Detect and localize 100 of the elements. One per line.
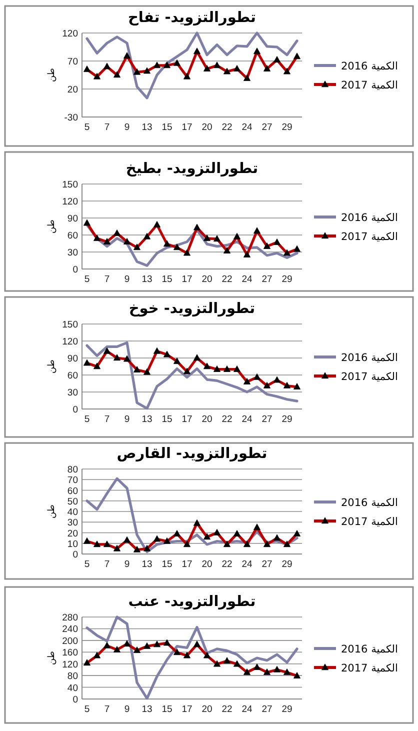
x-tick-label: 13 (142, 414, 152, 425)
x-tick-label: 7 (104, 559, 110, 570)
x-tick-label: 13 (142, 704, 152, 715)
legend-label: الكمية 2016 (341, 212, 398, 224)
line-series (86, 32, 298, 100)
y-axis-title: طن (47, 219, 57, 234)
x-tick-label: 9 (124, 274, 130, 285)
legend-label: الكمية 2016 (341, 497, 398, 509)
chart-title: تطورالتزويد- عنب (128, 594, 256, 610)
x-tick-label: 22 (222, 559, 232, 570)
x-tick-label: 13 (142, 559, 152, 570)
y-tick-label: 200 (62, 636, 78, 647)
x-tick-label: 24 (242, 414, 252, 425)
x-tick-label: 5 (84, 559, 90, 570)
x-tick-label: 22 (222, 414, 232, 425)
x-tick-label: 5 (84, 414, 90, 425)
y-tick-label: 30 (67, 248, 78, 258)
x-tick-label: 17 (182, 559, 192, 570)
x-tick-label: 15 (162, 122, 172, 133)
x-tick-label: 24 (242, 122, 252, 133)
y-axis-title: طن (47, 504, 57, 519)
chart-title: تطورالتزويد- تفاح (128, 10, 256, 26)
y-tick-label: 40 (67, 507, 78, 518)
y-tick-label: 120 (62, 659, 78, 670)
x-tick-label: 13 (142, 274, 152, 285)
y-tick-label: 80 (67, 464, 78, 476)
x-tick-label: 22 (222, 122, 232, 133)
y-tick-label: 70 (67, 56, 78, 68)
x-tick-label: 9 (124, 559, 130, 570)
x-tick-label: 9 (124, 414, 130, 425)
y-tick-label: 120 (62, 336, 78, 348)
x-tick-label: 24 (242, 274, 252, 285)
x-tick-label: 7 (104, 704, 110, 715)
y-tick-label: 80 (67, 671, 78, 682)
legend-label: الكمية 2017 (341, 371, 398, 383)
chart-title: تطورالتزويد- بطيخ (126, 161, 258, 177)
legend-label: الكمية 2017 (341, 231, 398, 243)
x-tick-label: 27 (262, 704, 272, 715)
y-axis-title: طن (47, 650, 57, 666)
x-tick-label: 15 (162, 704, 172, 715)
x-tick-label: 7 (104, 414, 110, 425)
x-tick-label: 24 (242, 704, 252, 715)
x-tick-label: 5 (84, 122, 90, 133)
y-tick-label: 40 (67, 682, 78, 694)
x-tick-label: 20 (202, 559, 212, 570)
y-tick-label: 20 (67, 84, 78, 96)
x-tick-label: 5 (84, 704, 90, 715)
y-tick-label: 60 (67, 370, 78, 382)
y-tick-label: 150 (62, 180, 78, 190)
y-tick-label: 50 (67, 496, 78, 508)
x-tick-label: 9 (124, 704, 130, 715)
x-tick-label: 20 (202, 704, 212, 715)
x-tick-label: 24 (242, 559, 252, 570)
line-series (86, 341, 298, 410)
y-tick-label: 160 (62, 648, 78, 659)
chart-title: تطورالتزويد- خوخ (128, 301, 256, 317)
y-tick-label: 120 (62, 28, 78, 40)
y-tick-label: 60 (67, 230, 78, 242)
x-tick-label: 17 (182, 274, 192, 285)
x-tick-label: 15 (162, 414, 172, 425)
y-tick-label: 0 (72, 264, 78, 276)
x-tick-label: 27 (262, 559, 272, 570)
x-tick-label: 27 (262, 274, 272, 285)
x-tick-label: 22 (222, 704, 232, 715)
x-tick-label: 9 (124, 122, 130, 133)
y-tick-label: 90 (67, 354, 78, 364)
x-tick-label: 17 (182, 704, 192, 715)
legend-label: الكمية 2016 (341, 352, 398, 364)
y-axis-title: طن (47, 359, 57, 374)
x-tick-label: 27 (262, 414, 272, 425)
x-tick-label: 17 (182, 122, 192, 133)
y-tick-label: 90 (67, 214, 78, 224)
x-tick-label: 27 (262, 122, 272, 133)
y-axis-title: طن (47, 68, 57, 82)
x-tick-label: 20 (202, 274, 212, 285)
x-tick-label: 29 (282, 122, 292, 133)
x-tick-label: 29 (282, 559, 292, 570)
x-tick-label: 15 (162, 559, 172, 570)
y-tick-label: 20 (67, 528, 78, 540)
legend-label: الكمية 2017 (341, 80, 398, 92)
legend-label: الكمية 2017 (341, 516, 398, 528)
x-tick-label: 20 (202, 414, 212, 425)
x-tick-label: 29 (282, 704, 292, 715)
line-series (86, 616, 298, 700)
x-tick-label: 13 (142, 122, 152, 133)
x-tick-label: 29 (282, 274, 292, 285)
x-tick-label: 7 (104, 122, 110, 133)
y-tick-label: 30 (67, 388, 78, 398)
y-tick-label: 240 (62, 624, 78, 636)
y-tick-label: 120 (62, 196, 78, 208)
y-tick-label: 60 (67, 486, 78, 497)
y-tick-label: 0 (72, 694, 78, 706)
y-tick-label: 0 (72, 404, 78, 416)
legend-label: الكمية 2017 (341, 662, 398, 674)
y-tick-label: -30 (64, 112, 78, 124)
x-tick-label: 7 (104, 274, 110, 285)
x-tick-label: 5 (84, 274, 90, 285)
x-tick-label: 29 (282, 414, 292, 425)
legend-label: الكمية 2016 (341, 60, 398, 72)
y-tick-label: 30 (67, 518, 78, 529)
